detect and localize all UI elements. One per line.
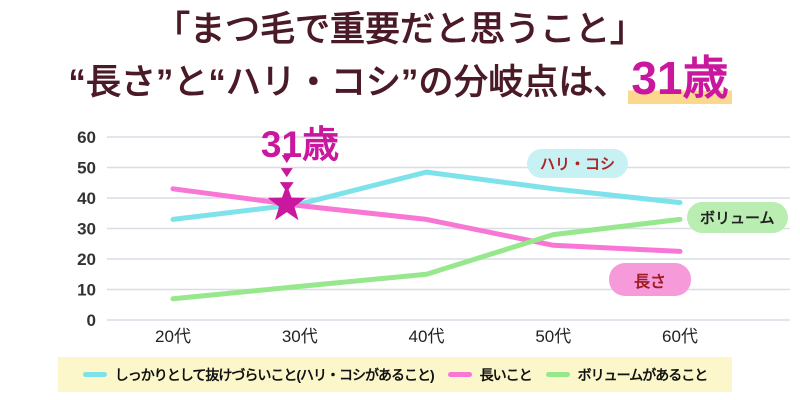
down-arrow-icon [281, 155, 292, 164]
x-axis-tick-label: 40代 [409, 327, 445, 346]
line-chart: 0 10 20 30 40 50 60 20代 30代 40代 50代 60代 [77, 128, 790, 346]
y-axis-tick-label: 30 [77, 220, 96, 239]
series-line-長さ [170, 186, 683, 254]
page-title-age-highlight: 31歳 [628, 51, 732, 104]
legend-label: 長いこと [479, 366, 533, 383]
y-axis-tick-label: 40 [77, 189, 96, 208]
legend-item: しっかりとして抜けづらいこと(ハリ・コシがあること) [82, 365, 435, 385]
annotation-age-label: 31歳 [260, 124, 340, 165]
x-axis-tick-label: 30代 [282, 327, 318, 346]
legend: しっかりとして抜けづらいこと(ハリ・コシがあること) 長いこと ボリュームがあること [58, 357, 732, 392]
x-axis-tick-label: 20代 [155, 327, 191, 346]
page-title-line2: “長さ”と“ハリ・コシ”の分岐点は、31歳 [0, 51, 800, 105]
badge-volume: ボリューム [687, 202, 788, 233]
y-axis-tick-label: 10 [77, 281, 96, 300]
legend-label: しっかりとして抜けづらいこと(ハリ・コシがあること) [114, 366, 435, 383]
star-marker-icon [267, 184, 306, 221]
badge-hari-koshi: ハリ・コシ [527, 149, 629, 178]
legend-label: ボリュームがあること [577, 366, 709, 383]
page-title-line1: 「まつ毛で重要だと思うこと」 [154, 10, 645, 49]
y-axis-tick-label: 60 [77, 128, 96, 147]
series-line-ハリ・コシ [170, 169, 683, 222]
series-line-ボリューム [170, 216, 683, 302]
badge-nagasa: 長さ [609, 263, 692, 296]
y-axis-tick-label: 50 [77, 159, 96, 178]
page-title-line2-text: “長さ”と“ハリ・コシ”の分岐点は、 [68, 62, 629, 102]
line-swatch-icon [82, 372, 107, 377]
title-block: 「まつ毛で重要だと思うこと」 “長さ”と“ハリ・コシ”の分岐点は、31歳 [0, 10, 800, 105]
legend-item: 長いこと [447, 365, 533, 385]
line-swatch-icon [447, 372, 472, 377]
y-axis-tick-label: 0 [87, 311, 96, 330]
x-axis-tick-label: 50代 [535, 327, 571, 346]
line-swatch-icon [545, 372, 570, 377]
y-axis-tick-label: 20 [77, 250, 96, 269]
legend-item: ボリュームがあること [545, 365, 709, 385]
down-arrow-icon [280, 168, 293, 178]
x-axis-tick-label: 60代 [662, 327, 698, 346]
